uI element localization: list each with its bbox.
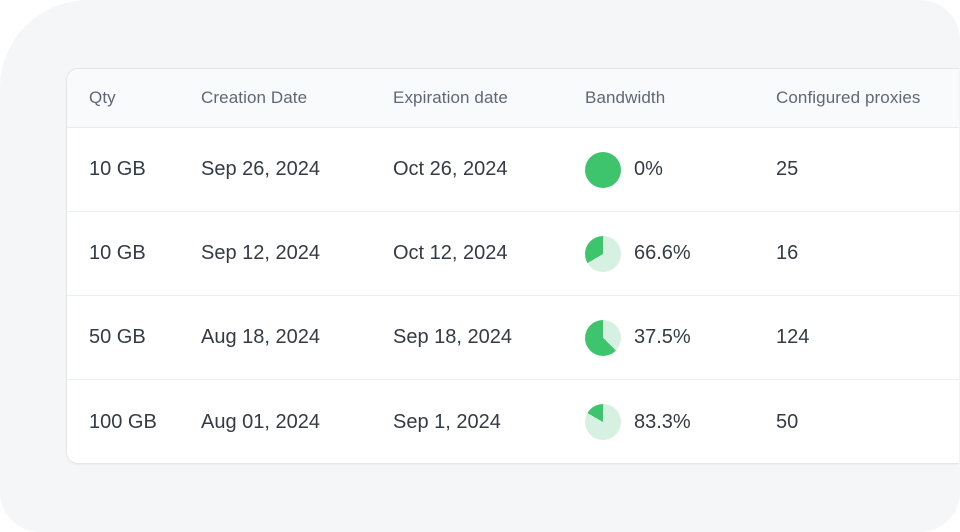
table-row: 50 GB Aug 18, 2024 Sep 18, 2024 37.5% 12…	[67, 296, 959, 380]
bandwidth-pie-icon	[585, 319, 621, 356]
table-header-row: Qty Creation Date Expiration date Bandwi…	[67, 69, 959, 128]
creation-date-cell: Aug 18, 2024	[201, 326, 320, 348]
bandwidth-pie-icon	[585, 404, 621, 440]
qty-cell: 100 GB	[89, 410, 157, 433]
qty-cell: 10 GB	[89, 158, 146, 180]
proxy-plans-table-card: Qty Creation Date Expiration date Bandwi…	[66, 68, 959, 464]
creation-date-cell: Sep 26, 2024	[201, 158, 320, 180]
bandwidth-pie-icon	[585, 151, 621, 188]
creation-date-cell: Aug 01, 2024	[201, 410, 320, 433]
bandwidth-percentage: 83.3%	[634, 410, 691, 433]
configured-proxies-cell: 25	[776, 158, 799, 180]
column-header-configured-proxies: Configured proxies	[776, 88, 921, 107]
configured-proxies-cell: 50	[776, 410, 799, 433]
column-header-creation-date: Creation Date	[201, 88, 308, 107]
bandwidth-cell: 0%	[585, 151, 776, 188]
column-header-qty: Qty	[89, 88, 116, 107]
bandwidth-cell: 83.3%	[585, 404, 776, 440]
configured-proxies-cell: 16	[776, 242, 799, 264]
expiration-date-cell: Oct 12, 2024	[393, 242, 508, 264]
expiration-date-cell: Sep 1, 2024	[393, 410, 501, 433]
bandwidth-percentage: 66.6%	[634, 242, 691, 264]
qty-cell: 50 GB	[89, 326, 146, 348]
qty-cell: 10 GB	[89, 242, 146, 264]
column-header-bandwidth: Bandwidth	[585, 88, 666, 107]
bandwidth-pie-icon	[585, 235, 621, 272]
expiration-date-cell: Sep 18, 2024	[393, 326, 512, 348]
table-body: 10 GB Sep 26, 2024 Oct 26, 2024 0% 25 10…	[67, 128, 959, 463]
bandwidth-percentage: 0%	[634, 158, 663, 180]
bandwidth-percentage: 37.5%	[634, 326, 691, 348]
column-header-expiration-date: Expiration date	[393, 88, 508, 107]
bandwidth-cell: 37.5%	[585, 319, 776, 356]
table-row: 100 GB Aug 01, 2024 Sep 1, 2024 83.3% 50	[67, 380, 959, 463]
configured-proxies-cell: 124	[776, 326, 810, 348]
bandwidth-cell: 66.6%	[585, 235, 776, 272]
creation-date-cell: Sep 12, 2024	[201, 242, 320, 264]
expiration-date-cell: Oct 26, 2024	[393, 158, 508, 180]
table-row: 10 GB Sep 26, 2024 Oct 26, 2024 0% 25	[67, 128, 959, 212]
table-row: 10 GB Sep 12, 2024 Oct 12, 2024 66.6% 16	[67, 212, 959, 296]
